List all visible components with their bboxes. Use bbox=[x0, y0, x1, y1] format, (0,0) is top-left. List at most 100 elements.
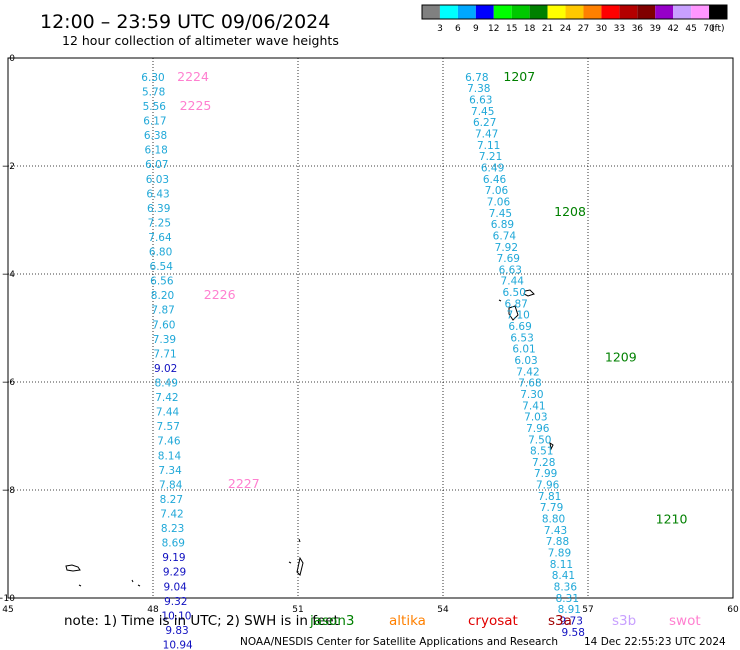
x-tick-label: 51 bbox=[292, 605, 303, 615]
colorbar-label: 9 bbox=[473, 24, 479, 34]
satellite-name: swot bbox=[669, 613, 701, 629]
wave-height-label: 7.06 bbox=[487, 196, 511, 208]
satellite-name: altika bbox=[389, 613, 426, 629]
wave-height-label: 8.23 bbox=[161, 523, 184, 535]
wave-height-label: 9.32 bbox=[164, 596, 187, 608]
y-tick-label: −8 bbox=[2, 486, 16, 496]
colorbar-label: 45 bbox=[685, 24, 696, 34]
wave-height-label: 7.84 bbox=[159, 479, 183, 491]
colorbar-label: 6 bbox=[455, 24, 461, 34]
colorbar-label: 21 bbox=[542, 24, 553, 34]
wave-height-label: 8.91 bbox=[558, 604, 581, 616]
map-title: 12:00 – 23:59 UTC 09/06/2024 bbox=[40, 11, 330, 33]
colorbar-swatch bbox=[691, 5, 710, 19]
wave-height-label: 6.07 bbox=[145, 159, 168, 171]
wave-height-label: 6.03 bbox=[514, 355, 537, 367]
wave-height-label: 6.74 bbox=[493, 230, 517, 242]
colorbar-label: 39 bbox=[650, 24, 662, 34]
wave-height-label: 6.49 bbox=[481, 162, 504, 174]
wave-height-label: 6.27 bbox=[473, 117, 496, 129]
wave-height-label: 7.38 bbox=[467, 83, 490, 95]
wave-height-label: 6.89 bbox=[491, 219, 514, 231]
pass-time-label: 2227 bbox=[228, 476, 260, 491]
colorbar-swatch bbox=[619, 5, 638, 19]
x-tick-label: 48 bbox=[147, 605, 159, 615]
x-tick-label: 54 bbox=[437, 605, 449, 615]
wave-height-label: 6.39 bbox=[147, 203, 170, 215]
satellite-name: s3a bbox=[548, 613, 572, 629]
colorbar-label: 12 bbox=[488, 24, 499, 34]
wave-height-label: 6.80 bbox=[149, 247, 172, 259]
wave-height-label: 7.44 bbox=[501, 276, 525, 288]
altimeter-pass: 6.30 5.78 5.56 6.17 6.38 6.18 6.07 6.03 6.43 6.39… bbox=[141, 69, 259, 650]
wave-height-label: 8.49 bbox=[155, 378, 178, 390]
wave-height-label: 8.41 bbox=[552, 570, 575, 582]
wave-height-label: 8.80 bbox=[542, 514, 565, 526]
wave-height-label: 6.43 bbox=[146, 188, 169, 200]
wave-height-label: 9.58 bbox=[562, 627, 585, 639]
wave-height-label: 8.14 bbox=[158, 450, 182, 462]
wave-height-label: 7.81 bbox=[538, 491, 561, 503]
wave-height-label: 6.17 bbox=[143, 116, 166, 128]
wave-height-label: 8.20 bbox=[151, 290, 174, 302]
wave-height-label: 9.83 bbox=[165, 625, 188, 637]
wave-height-label: 7.96 bbox=[536, 480, 560, 492]
footer-timestamp: 14 Dec 22:55:23 UTC 2024 bbox=[584, 636, 726, 648]
wave-height-label: 9.02 bbox=[154, 363, 177, 375]
satellite-name: s3b bbox=[612, 613, 636, 629]
wave-height-label: 7.21 bbox=[479, 151, 502, 163]
colorbar-swatch bbox=[673, 5, 692, 19]
wave-height-label: 7.44 bbox=[156, 407, 180, 419]
satellite-legend: jason3 altika cryosat s3a s3b swot bbox=[309, 613, 701, 629]
colorbar-swatch bbox=[457, 5, 476, 19]
pass-time-label: 2225 bbox=[180, 98, 212, 113]
x-tick-label: 57 bbox=[582, 605, 593, 615]
wave-height-label: 6.03 bbox=[146, 174, 169, 186]
wave-height-label: 10.10 bbox=[161, 610, 191, 622]
wave-height-label: 9.04 bbox=[163, 581, 187, 593]
wave-height-label: 7.47 bbox=[475, 129, 498, 141]
wave-height-label: 7.92 bbox=[495, 242, 518, 254]
wave-height-label: 7.57 bbox=[157, 421, 180, 433]
lat-lon-grid bbox=[8, 58, 733, 598]
altimeter-pass: 6.787.386.637.456.277.477.117.216.496.46… bbox=[465, 69, 687, 639]
wave-height-label: 6.18 bbox=[144, 145, 167, 157]
colorbar-label: 70 bbox=[703, 24, 715, 34]
colorbar-label: 3 bbox=[437, 24, 443, 34]
colorbar-swatch bbox=[493, 5, 512, 19]
colorbar-swatch bbox=[511, 5, 530, 19]
wave-height-label: 7.10 bbox=[506, 310, 529, 322]
y-tick-label: 0 bbox=[9, 54, 15, 64]
colorbar-swatch bbox=[565, 5, 584, 19]
colorbar-label: 15 bbox=[506, 24, 517, 34]
colorbar-swatch bbox=[422, 5, 440, 19]
wave-height-label: 7.42 bbox=[160, 508, 183, 520]
wave-height-label: 7.11 bbox=[477, 140, 500, 152]
colorbar-label: 33 bbox=[614, 24, 625, 34]
pass-time-label: 1207 bbox=[503, 69, 535, 84]
wave-height-label: 6.56 bbox=[150, 276, 174, 288]
colorbar-label: 30 bbox=[596, 24, 608, 34]
wave-height-label: 7.69 bbox=[497, 253, 520, 265]
wave-height-label: 7.28 bbox=[532, 457, 555, 469]
wave-height-label: 10.94 bbox=[163, 639, 193, 650]
wave-height-label: 7.42 bbox=[155, 392, 178, 404]
map-frame bbox=[7, 57, 734, 599]
wave-height-label: 6.46 bbox=[483, 174, 507, 186]
pass-time-label: 2224 bbox=[177, 69, 209, 84]
footer-note: note: 1) Time is in UTC; 2) SWH is in fe… bbox=[64, 613, 339, 629]
wave-height-label: 7.71 bbox=[153, 348, 176, 360]
wave-height-label: 7.42 bbox=[516, 366, 539, 378]
wave-height-label: 7.87 bbox=[151, 305, 174, 317]
colorbar-swatch bbox=[475, 5, 494, 19]
wave-height-label: 5.78 bbox=[142, 86, 165, 98]
wave-height-label: 6.01 bbox=[512, 344, 535, 356]
wave-height-label: 7.46 bbox=[157, 436, 181, 448]
pass-time-label: 1208 bbox=[554, 204, 586, 219]
wave-height-label: 7.89 bbox=[548, 547, 571, 559]
wave-height-label: 8.27 bbox=[160, 494, 183, 506]
wave-height-label: 6.63 bbox=[499, 264, 522, 276]
wave-height-label: 7.64 bbox=[148, 232, 172, 244]
wave-height-label: 7.39 bbox=[153, 334, 176, 346]
colorbar-swatch bbox=[439, 5, 458, 19]
